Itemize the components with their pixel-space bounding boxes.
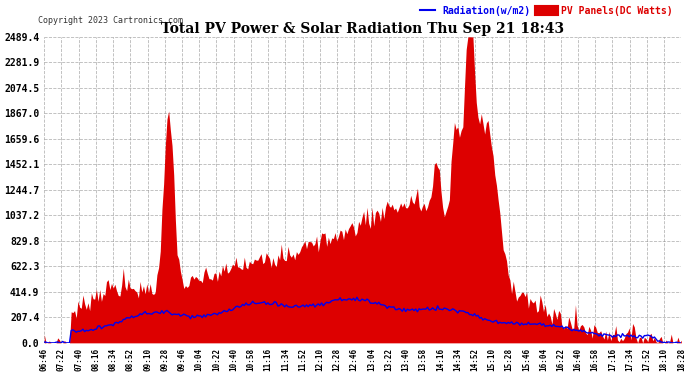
Title: Total PV Power & Solar Radiation Thu Sep 21 18:43: Total PV Power & Solar Radiation Thu Sep… [161, 22, 564, 36]
Legend: Radiation(w/m2), PV Panels(DC Watts): Radiation(w/m2), PV Panels(DC Watts) [417, 2, 676, 20]
Text: Copyright 2023 Cartronics.com: Copyright 2023 Cartronics.com [38, 16, 183, 25]
